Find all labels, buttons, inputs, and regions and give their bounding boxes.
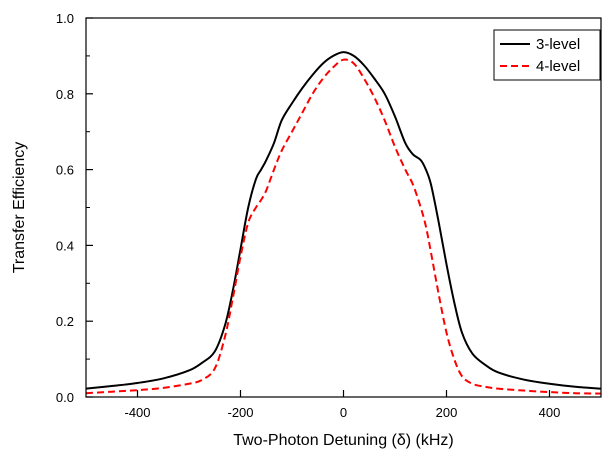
y-tick-label: 1.0 (56, 11, 74, 26)
x-tick-label: -400 (124, 405, 150, 420)
y-tick-label: 0.2 (56, 314, 74, 329)
series-4-level-line (85, 58, 602, 395)
y-axis-label: Transfer Efficiency (11, 142, 28, 274)
y-axis-ticks: 0.0 0.2 0.4 0.6 0.8 1.0 (56, 11, 93, 405)
x-tick-label: -200 (227, 405, 253, 420)
y-tick-label: 0.0 (56, 390, 74, 405)
y-tick-label: 0.4 (56, 238, 74, 253)
y-tick-label: 0.8 (56, 87, 74, 102)
x-tick-label: 0 (340, 405, 347, 420)
legend-label-3-level: 3-level (536, 36, 580, 53)
legend: 3-level 4-level (493, 29, 601, 81)
plot-area (85, 51, 602, 395)
series-3-level-line (85, 51, 602, 390)
x-tick-label: 400 (539, 405, 561, 420)
x-axis-label: Two-Photon Detuning (δ) (kHz) (233, 432, 454, 449)
legend-box (493, 29, 601, 81)
x-axis-ticks: -400 -200 0 200 400 (124, 390, 560, 420)
x-tick-label: 200 (436, 405, 458, 420)
legend-label-4-level: 4-level (536, 58, 580, 75)
y-tick-label: 0.6 (56, 163, 74, 178)
